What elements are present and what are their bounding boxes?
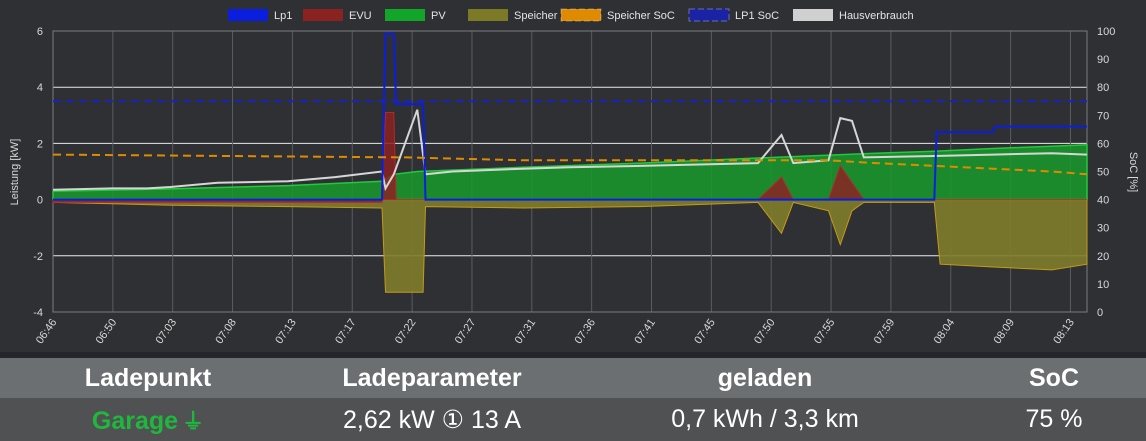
legend-label: EVU (349, 10, 372, 22)
legend-swatch (560, 8, 602, 22)
x-tick: 08:09 (991, 317, 1017, 346)
x-tick: 07:17 (333, 317, 359, 346)
charge-point-table: Ladepunkt Ladeparameter geladen SoC Gara… (0, 352, 1146, 441)
x-tick: 07:41 (632, 317, 658, 346)
y-tick-right: 100 (1097, 26, 1115, 38)
legend-item-lp1-soc: LP1 SoC (688, 8, 779, 22)
y-tick-right: 20 (1097, 251, 1109, 263)
y-tick-left: 6 (37, 26, 43, 38)
x-tick: 07:59 (872, 317, 898, 346)
x-tick: 07:36 (572, 317, 598, 346)
series-pv (52, 144, 1088, 201)
y-axis-left-label: Leistung [kW] (9, 139, 21, 206)
col-header-ladeparameter: Ladeparameter (342, 363, 522, 392)
y-tick-right: 90 (1097, 54, 1109, 66)
legend-label: Hausverbrauch (839, 10, 914, 22)
x-tick: 06:46 (34, 317, 60, 346)
x-tick: 07:55 (812, 317, 838, 346)
col-header-geladen: geladen (717, 363, 813, 392)
x-tick: 07:13 (273, 317, 299, 346)
charged-cell: 0,7 kWh / 3,3 km (671, 405, 859, 433)
legend-item-hausverbrauch: Hausverbrauch (793, 9, 914, 22)
table-row[interactable]: Garage ⏚ 2,62 kW ① 13 A 0,7 kWh / 3,3 km … (0, 398, 1146, 441)
x-tick: 07:08 (213, 317, 239, 346)
charge-params-cell: 2,62 kW ① 13 A (342, 405, 522, 434)
y-tick-right: 0 (1097, 307, 1103, 319)
y-tick-left: -4 (33, 307, 43, 319)
chart-svg: Lp1 EVU PV Speicher Speicher SoC LP1 SoC Hausv… (9, 8, 1139, 346)
y-tick-right: 70 (1097, 110, 1109, 122)
soc-cell: 75 % (1025, 405, 1083, 433)
legend-swatch (688, 8, 730, 22)
x-tick: 07:03 (154, 317, 180, 346)
legend-item-evu: EVU (303, 9, 372, 22)
series-lp1 (53, 32, 1087, 201)
col-header-soc: SoC (1029, 363, 1079, 392)
legend-item-speicher: Speicher (468, 9, 558, 22)
charge-point-cell[interactable]: Garage ⏚ (0, 404, 296, 436)
legend-label: LP1 SoC (735, 10, 779, 22)
legend-label: Speicher (514, 10, 558, 22)
legend-swatch (385, 9, 425, 21)
chart-series (52, 32, 1088, 293)
series-hausverbrauch (52, 109, 1088, 192)
y-tick-right: 50 (1097, 167, 1109, 179)
series-speicher (52, 199, 1088, 293)
y-tick-right: 60 (1097, 138, 1109, 150)
y-tick-right: 30 (1097, 223, 1109, 235)
y-tick-left: 4 (37, 82, 43, 94)
x-tick: 07:50 (752, 317, 778, 346)
y-axis-right-label: SoC [%] (1127, 152, 1139, 192)
charge-point-name[interactable]: Garage (91, 406, 179, 435)
legend-swatch (793, 9, 833, 21)
y-tick-left: 0 (37, 195, 43, 207)
energy-chart: Lp1 EVU PV Speicher Speicher SoC LP1 SoC Hausv… (9, 8, 1139, 347)
x-tick: 07:45 (692, 317, 718, 346)
col-header-ladepunkt: Ladepunkt (84, 363, 212, 392)
x-tick: 08:13 (1051, 317, 1077, 346)
chart-legend: Lp1 EVU PV Speicher Speicher SoC LP1 SoC Hausv… (228, 8, 914, 22)
x-tick: 07:31 (513, 317, 539, 346)
y-tick-right: 40 (1097, 195, 1109, 207)
y-tick-right: 80 (1097, 82, 1109, 94)
plug-icon: ⏚ (182, 408, 205, 434)
legend-label: PV (431, 10, 446, 22)
legend-swatch (468, 9, 508, 21)
y-tick-left: 2 (37, 138, 43, 150)
table-header-row: Ladepunkt Ladeparameter geladen SoC (0, 358, 1146, 398)
y-tick-left: -2 (33, 251, 43, 263)
x-tick: 07:27 (453, 317, 479, 346)
legend-swatch (303, 9, 343, 21)
x-tick: 06:50 (94, 317, 120, 346)
legend-label: Speicher SoC (607, 10, 675, 22)
legend-item-lp1: Lp1 (228, 9, 292, 22)
legend-item-pv: PV (385, 9, 446, 22)
legend-item-speicher-soc: Speicher SoC (560, 8, 675, 22)
x-tick: 07:22 (393, 317, 419, 346)
x-tick: 08:04 (932, 317, 958, 346)
series-speicher-soc (52, 153, 1088, 176)
legend-swatch (228, 9, 268, 21)
y-tick-right: 10 (1097, 279, 1109, 291)
legend-label: Lp1 (274, 10, 292, 22)
